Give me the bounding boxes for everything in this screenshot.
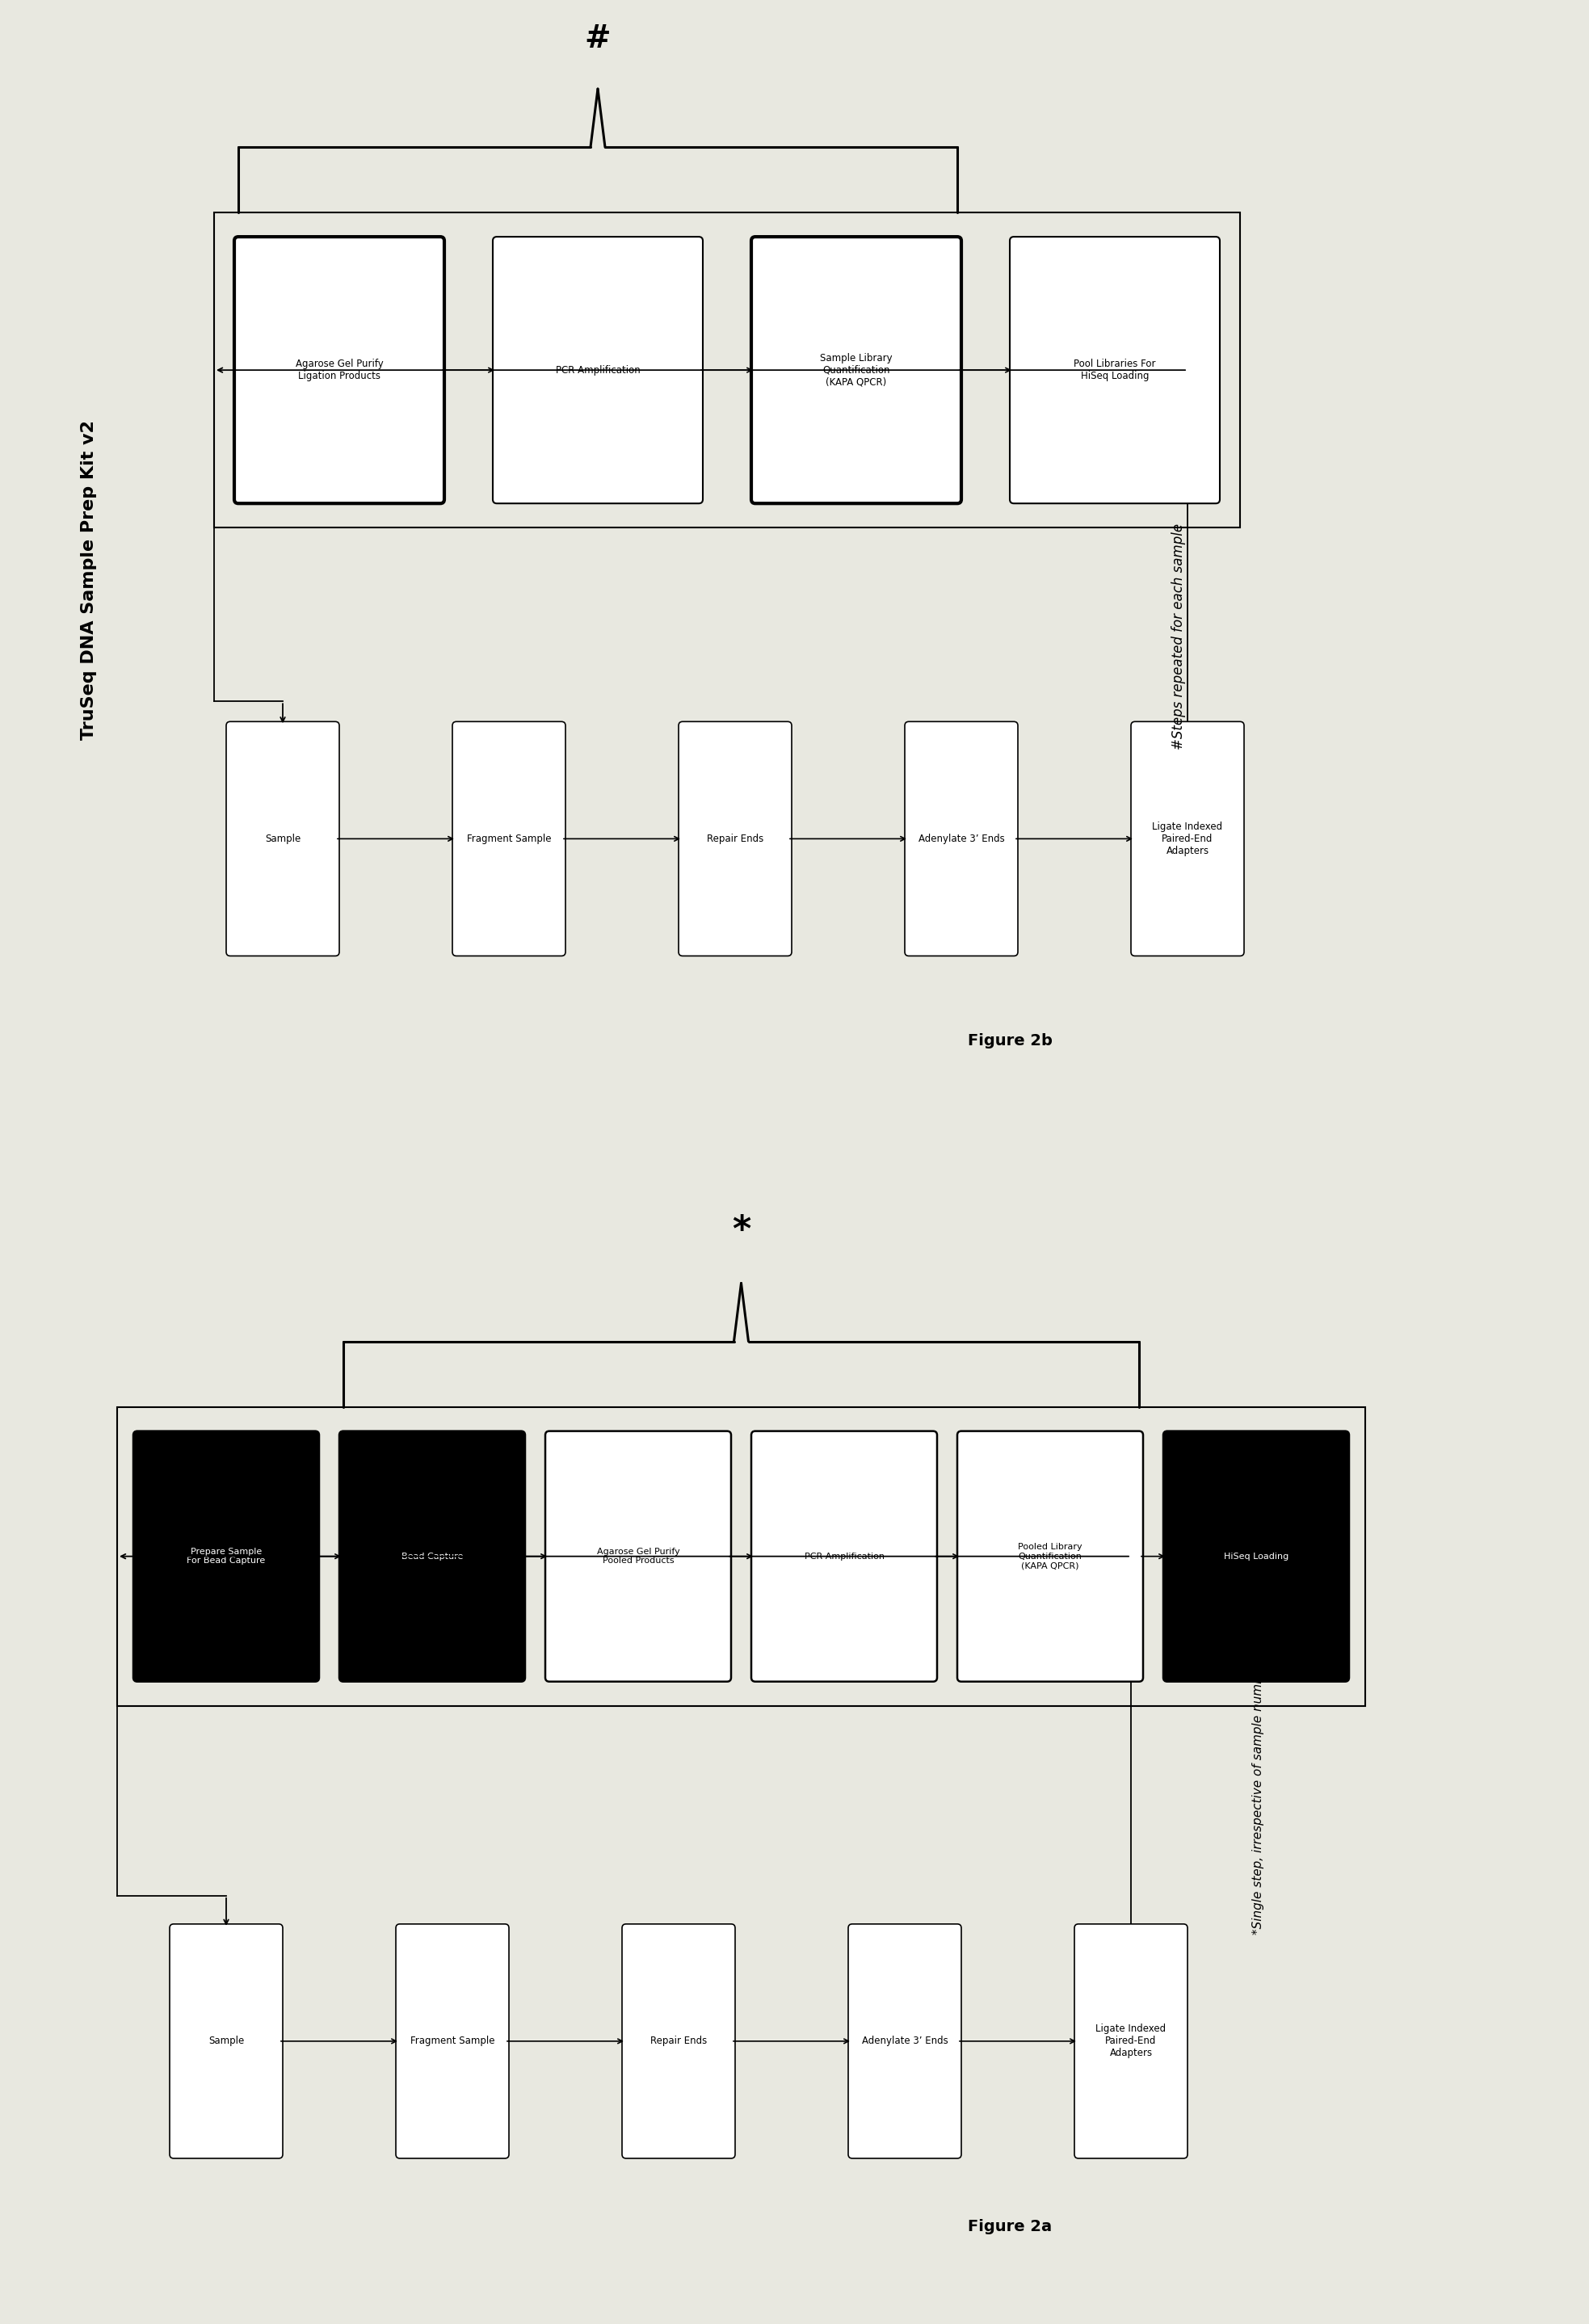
Text: Ligate Indexed
Paired-End
Adapters: Ligate Indexed Paired-End Adapters — [1152, 820, 1222, 855]
FancyBboxPatch shape — [226, 723, 340, 955]
FancyBboxPatch shape — [133, 1432, 319, 1683]
Text: Adenylate 3’ Ends: Adenylate 3’ Ends — [918, 834, 1004, 844]
Bar — [118, 1406, 1365, 1706]
FancyBboxPatch shape — [621, 1924, 736, 2159]
Text: Repair Ends: Repair Ends — [650, 2036, 707, 2047]
Bar — [215, 211, 1239, 528]
FancyBboxPatch shape — [170, 1924, 283, 2159]
Text: Figure 2a: Figure 2a — [968, 2219, 1052, 2236]
Text: Sample Library
Quantification
(KAPA QPCR): Sample Library Quantification (KAPA QPCR… — [820, 353, 893, 388]
FancyBboxPatch shape — [1163, 1432, 1349, 1683]
Text: #Steps repeated for each sample: #Steps repeated for each sample — [1171, 523, 1185, 751]
FancyBboxPatch shape — [493, 237, 702, 504]
Text: Bead Capture: Bead Capture — [402, 1552, 462, 1559]
FancyBboxPatch shape — [849, 1924, 961, 2159]
Text: Fragment Sample: Fragment Sample — [467, 834, 551, 844]
Text: Prepare Sample
For Bead Capture: Prepare Sample For Bead Capture — [188, 1548, 265, 1564]
Text: #: # — [585, 23, 610, 53]
Text: BeadPlex: BeadPlex — [137, 1429, 154, 1522]
FancyBboxPatch shape — [679, 723, 791, 955]
FancyBboxPatch shape — [545, 1432, 731, 1683]
Text: HiSeq Loading: HiSeq Loading — [1224, 1552, 1289, 1559]
FancyBboxPatch shape — [1009, 237, 1220, 504]
Text: Ligate Indexed
Paired-End
Adapters: Ligate Indexed Paired-End Adapters — [1096, 2024, 1166, 2059]
Text: Figure 2b: Figure 2b — [968, 1034, 1052, 1048]
Text: Repair Ends: Repair Ends — [707, 834, 763, 844]
Text: Pooled Library
Quantification
(KAPA QPCR): Pooled Library Quantification (KAPA QPCR… — [1019, 1543, 1082, 1569]
Text: PCR Amplification: PCR Amplification — [556, 365, 640, 376]
Text: TruSeq DNA Sample Prep Kit v2: TruSeq DNA Sample Prep Kit v2 — [81, 421, 97, 739]
FancyBboxPatch shape — [957, 1432, 1142, 1683]
Text: *: * — [733, 1213, 750, 1248]
FancyBboxPatch shape — [904, 723, 1019, 955]
Text: Sample: Sample — [265, 834, 300, 844]
Text: *Single step, irrespective of sample number: *Single step, irrespective of sample num… — [1252, 1664, 1265, 1934]
Text: Pool Libraries For
HiSeq Loading: Pool Libraries For HiSeq Loading — [1074, 358, 1155, 381]
Text: Sample: Sample — [208, 2036, 245, 2047]
FancyBboxPatch shape — [752, 237, 961, 504]
Text: Fragment Sample: Fragment Sample — [410, 2036, 494, 2047]
Text: Adenylate 3’ Ends: Adenylate 3’ Ends — [861, 2036, 949, 2047]
FancyBboxPatch shape — [340, 1432, 524, 1683]
FancyBboxPatch shape — [453, 723, 566, 955]
FancyBboxPatch shape — [1131, 723, 1244, 955]
FancyBboxPatch shape — [1074, 1924, 1187, 2159]
Text: Agarose Gel Purify
Ligation Products: Agarose Gel Purify Ligation Products — [296, 358, 383, 381]
FancyBboxPatch shape — [752, 1432, 938, 1683]
Text: PCR Amplification: PCR Amplification — [804, 1552, 883, 1559]
FancyBboxPatch shape — [234, 237, 445, 504]
FancyBboxPatch shape — [396, 1924, 508, 2159]
Text: Agarose Gel Purify
Pooled Products: Agarose Gel Purify Pooled Products — [597, 1548, 680, 1564]
